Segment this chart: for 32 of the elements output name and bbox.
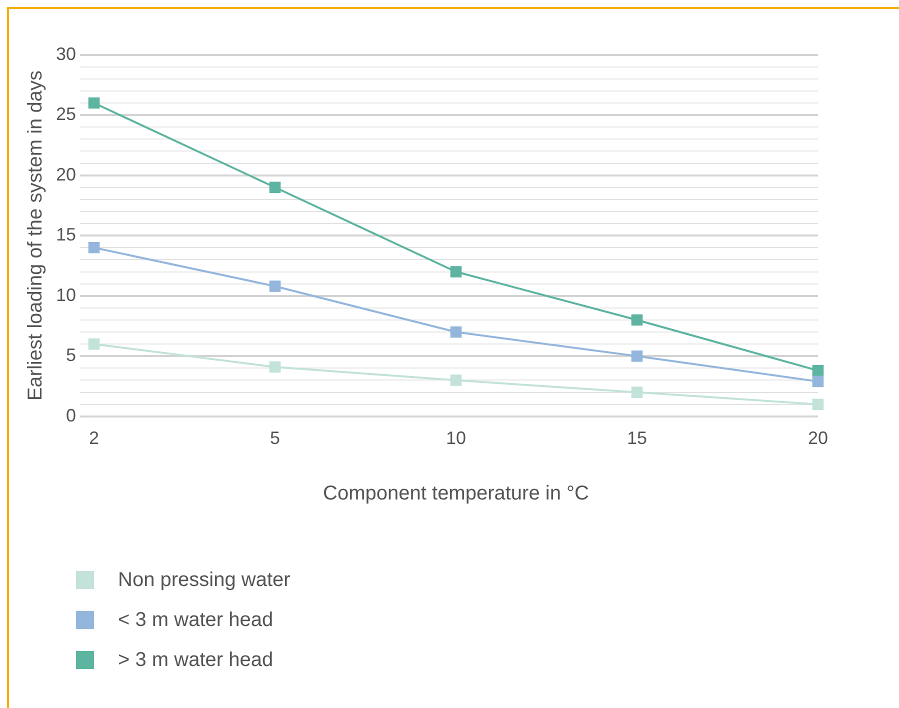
point	[450, 266, 462, 278]
y-tick-label: 10	[56, 284, 76, 305]
legend-label: Non pressing water	[118, 568, 290, 592]
y-tick-label: 5	[66, 345, 76, 366]
x-tick-label: 20	[808, 428, 828, 448]
x-tick-label: 15	[626, 428, 648, 448]
point	[88, 97, 100, 109]
point	[269, 280, 281, 292]
point	[269, 361, 281, 373]
point	[88, 338, 100, 350]
x-axis-title: Component temperature in °C	[323, 482, 589, 505]
point	[631, 386, 643, 398]
point	[88, 242, 100, 254]
x-tick-label: 5	[270, 428, 280, 448]
point	[269, 182, 281, 194]
y-tick-label: 30	[56, 44, 76, 64]
y-tick-label: 20	[56, 164, 76, 184]
legend-label: > 3 m water head	[118, 648, 274, 672]
point	[631, 314, 643, 326]
y-tick-label: 0	[66, 405, 76, 426]
legend-label: < 3 m water head	[118, 608, 274, 632]
y-tick-label: 15	[56, 224, 76, 245]
point	[631, 350, 643, 362]
x-tick-label: 2	[89, 428, 100, 448]
x-tick-label: 10	[446, 428, 466, 448]
point	[812, 398, 824, 410]
point	[450, 374, 462, 386]
point	[450, 326, 462, 338]
y-axis-title: Earliest loading of the system in days	[24, 70, 47, 401]
point	[812, 376, 824, 388]
y-tick-label: 25	[56, 104, 76, 124]
point	[812, 364, 824, 376]
